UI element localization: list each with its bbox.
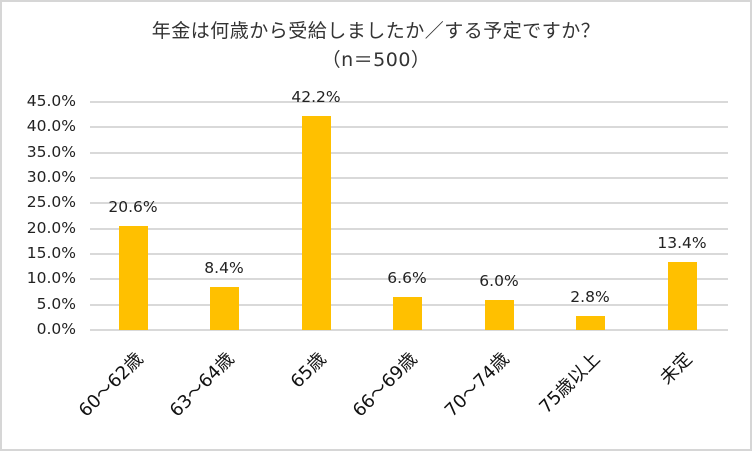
- data-label: 6.0%: [479, 271, 519, 290]
- gridline: [90, 202, 728, 205]
- chart-title: 年金は何歳から受給しましたか／する予定ですか？: [151, 20, 601, 42]
- y-tick-label: 45.0%: [26, 92, 76, 110]
- y-tick-label: 25.0%: [26, 193, 76, 212]
- gridline: [90, 227, 728, 230]
- y-tick-label: 15.0%: [26, 244, 76, 262]
- gridline: [90, 177, 728, 179]
- gridline: [90, 151, 728, 154]
- y-tick-label: 30.0%: [26, 168, 76, 186]
- bar: [209, 287, 239, 330]
- y-tick-label: 35.0%: [26, 142, 76, 161]
- y-tick-label: 5.0%: [36, 294, 76, 313]
- bar: [484, 299, 514, 330]
- y-tick-label: 10.0%: [26, 269, 76, 288]
- data-label: 42.2%: [291, 88, 341, 107]
- gridline: [90, 101, 728, 103]
- y-tick-label: 0.0%: [36, 320, 76, 338]
- gridline: [90, 329, 728, 331]
- data-label: 13.4%: [657, 234, 707, 253]
- bar: [575, 315, 605, 330]
- gridline: [90, 253, 728, 255]
- bar: [301, 116, 331, 330]
- data-label: 2.8%: [570, 287, 610, 306]
- y-tick-label: 40.0%: [26, 117, 76, 136]
- chart-subtitle: （n＝500）: [321, 49, 431, 71]
- data-label: 6.6%: [387, 268, 427, 287]
- y-tick-label: 20.0%: [26, 218, 76, 237]
- gridline: [90, 126, 728, 129]
- bar: [392, 296, 422, 330]
- data-label: 20.6%: [108, 197, 158, 216]
- gridline: [90, 278, 728, 281]
- data-label: 8.4%: [204, 259, 244, 278]
- bar: [667, 262, 697, 330]
- bar: [118, 225, 148, 330]
